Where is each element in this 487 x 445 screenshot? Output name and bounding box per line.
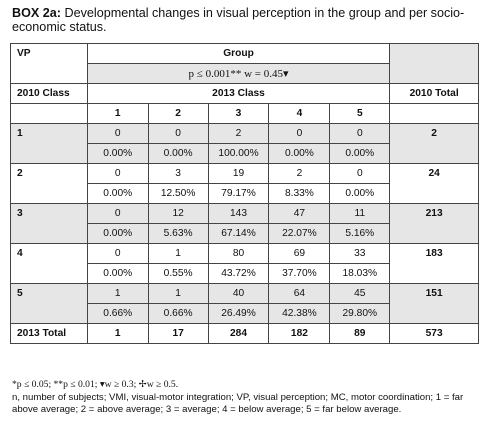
percent-cell: 42.38% <box>268 303 331 324</box>
percent-cell: 79.17% <box>207 183 270 204</box>
blank-header-cell <box>389 43 479 84</box>
percent-cell: 29.80% <box>329 303 391 324</box>
percent-cell: 0.00% <box>86 263 149 284</box>
percent-cell: 8.33% <box>268 183 331 204</box>
vp-header: VP <box>10 43 88 84</box>
row-total: 213 <box>389 203 479 244</box>
percent-cell: 0.00% <box>86 183 149 204</box>
table-row: 0.00% 0.55% 43.72% 37.70% 18.03% <box>11 263 479 284</box>
class-number-header: 3 <box>207 103 270 124</box>
stat-summary: p ≤ 0.001** w = 0.45▾ <box>86 63 391 84</box>
count-cell: 2 <box>207 123 270 144</box>
count-cell: 0 <box>86 163 149 184</box>
count-cell: 1 <box>86 283 149 304</box>
percent-cell: 5.63% <box>147 223 209 244</box>
percent-cell: 37.70% <box>268 263 331 284</box>
count-cell: 80 <box>207 243 270 264</box>
count-cell: 0 <box>86 243 149 264</box>
table-row: 3 0 12 143 47 11 213 <box>10 203 479 244</box>
vp-class-label: 3 <box>10 203 88 244</box>
percent-cell: 67.14% <box>207 223 270 244</box>
percent-cell: 26.49% <box>207 303 270 324</box>
percent-cell: 0.66% <box>86 303 149 324</box>
percent-cell: 22.07% <box>268 223 331 244</box>
table-row: 0.00% 5.63% 67.14% 22.07% 5.16% <box>11 223 479 244</box>
box-title: BOX 2a: Developmental changes in visual … <box>12 6 482 34</box>
row-total: 24 <box>389 163 479 204</box>
row-total: 151 <box>389 283 479 324</box>
count-cell: 11 <box>329 203 391 224</box>
class2010-header: 2010 Class <box>10 83 88 104</box>
count-cell: 0 <box>86 203 149 224</box>
count-cell: 0 <box>86 123 149 144</box>
percent-cell: 0.55% <box>147 263 209 284</box>
count-cell: 40 <box>207 283 270 304</box>
count-cell: 1 <box>147 283 209 304</box>
column-total: 182 <box>268 323 331 344</box>
totals-label: 2013 Total <box>10 323 88 344</box>
count-cell: 64 <box>268 283 331 304</box>
count-cell: 33 <box>329 243 391 264</box>
percent-cell: 0.00% <box>268 143 331 164</box>
count-cell: 1 <box>147 243 209 264</box>
percent-cell: 0.00% <box>329 183 391 204</box>
column-total: 89 <box>329 323 391 344</box>
column-total: 284 <box>207 323 270 344</box>
data-table: VP Group p ≤ 0.001** w = 0.45▾ 2010 Clas… <box>10 43 479 344</box>
count-cell: 0 <box>329 163 391 184</box>
percent-cell: 18.03% <box>329 263 391 284</box>
count-cell: 2 <box>268 163 331 184</box>
class-number-header: 2 <box>147 103 209 124</box>
group-header: Group <box>86 43 391 64</box>
count-cell: 0 <box>329 123 391 144</box>
class-number-header: 5 <box>329 103 391 124</box>
count-cell: 143 <box>207 203 270 224</box>
percent-cell: 12.50% <box>147 183 209 204</box>
vp-class-label: 5 <box>10 283 88 324</box>
row-total: 2 <box>389 123 479 164</box>
grand-total: 573 <box>389 323 479 344</box>
abbreviation-note: n, number of subjects; VMI, visual-motor… <box>12 391 464 416</box>
vp-class-label: 1 <box>10 123 88 164</box>
class2013-header: 2013 Class <box>86 83 391 104</box>
table-row: 2 0 3 19 2 0 24 <box>10 163 479 204</box>
count-cell: 19 <box>207 163 270 184</box>
column-total: 17 <box>147 323 209 344</box>
count-cell: 69 <box>268 243 331 264</box>
count-cell: 47 <box>268 203 331 224</box>
vp-class-label: 4 <box>10 243 88 284</box>
percent-cell: 43.72% <box>207 263 270 284</box>
footnotes: *p ≤ 0.05; **p ≤ 0.01; ▾w ≥ 0.3; ✢w ≥ 0.… <box>12 379 482 417</box>
significance-note: *p ≤ 0.05; **p ≤ 0.01; ▾w ≥ 0.3; ✢w ≥ 0.… <box>12 379 179 390</box>
percent-cell: 100.00% <box>207 143 270 164</box>
percent-cell: 5.16% <box>329 223 391 244</box>
table-row: 0.66% 0.66% 26.49% 42.38% 29.80% <box>11 303 479 324</box>
count-cell: 0 <box>147 123 209 144</box>
class-number-header: 4 <box>268 103 331 124</box>
class-number-header: 1 <box>86 103 149 124</box>
total2010-header: 2010 Total <box>389 83 479 104</box>
count-cell: 12 <box>147 203 209 224</box>
vp-class-label: 2 <box>10 163 88 204</box>
column-total: 1 <box>86 323 149 344</box>
table-row: 5 1 1 40 64 45 151 <box>10 283 479 324</box>
count-cell: 0 <box>268 123 331 144</box>
percent-cell: 0.00% <box>147 143 209 164</box>
table-row: 0.00% 12.50% 79.17% 8.33% 0.00% <box>11 183 479 204</box>
percent-cell: 0.00% <box>329 143 391 164</box>
count-cell: 45 <box>329 283 391 304</box>
count-cell: 3 <box>147 163 209 184</box>
percent-cell: 0.00% <box>86 143 149 164</box>
box-title-text: Developmental changes in visual percepti… <box>12 6 465 34</box>
percent-cell: 0.66% <box>147 303 209 324</box>
empty-cell <box>389 103 479 124</box>
row-total: 183 <box>389 243 479 284</box>
totals-row: 2013 Total 1 17 284 182 89 573 <box>10 323 479 344</box>
percent-cell: 0.00% <box>86 223 149 244</box>
box-label: BOX 2a: <box>12 6 61 20</box>
table-row: 4 0 1 80 69 33 183 <box>10 243 479 284</box>
empty-cell <box>10 103 88 124</box>
